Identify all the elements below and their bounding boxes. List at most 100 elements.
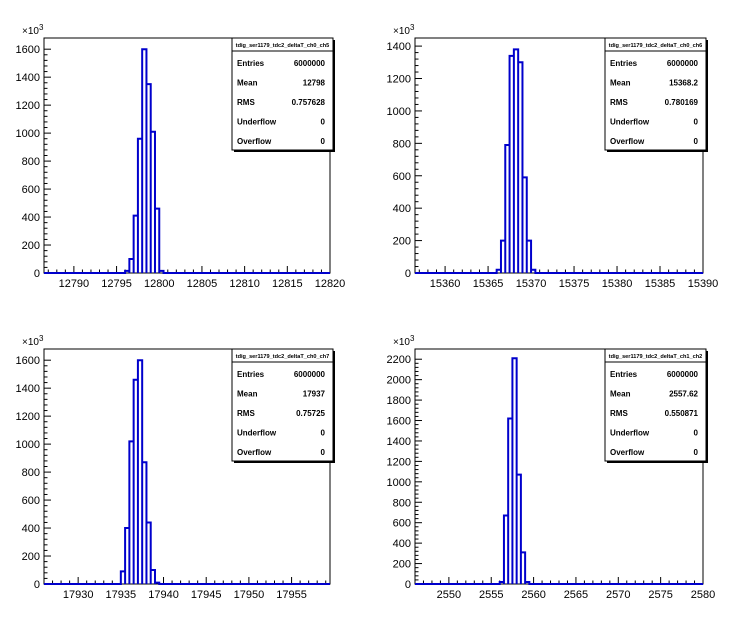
stats-label-overflow: Overflow	[237, 448, 272, 457]
stats-label-underflow: Underflow	[610, 429, 650, 438]
stats-label-entries: Entries	[237, 370, 265, 379]
stats-value-rms: 0.757628	[292, 98, 326, 107]
stats-value-underflow: 0	[694, 429, 699, 438]
y-tick-label: 0	[34, 268, 40, 280]
x-tick-label: 12790	[59, 278, 90, 290]
stats-box-frame	[231, 37, 334, 151]
histogram-bin	[518, 62, 522, 273]
y-tick-label: 200	[22, 240, 40, 252]
x-tick-label: 17930	[63, 589, 94, 601]
stats-value-rms: 0.780169	[665, 98, 699, 107]
stats-title: tdig_ser1179_tdc2_deltaT_ch0_ch5	[236, 43, 330, 49]
stats-label-underflow: Underflow	[610, 118, 650, 127]
histogram-bin	[500, 582, 504, 584]
x-tick-label: 2565	[564, 589, 588, 601]
stats-value-overflow: 0	[694, 137, 699, 146]
y-exponent-power: 3	[39, 334, 44, 343]
histogram-bin	[134, 216, 138, 273]
y-tick-label: 2200	[387, 354, 411, 366]
y-exponent-label: ×103	[393, 334, 415, 348]
y-tick-label: 1200	[16, 411, 40, 423]
y-tick-label: 1400	[16, 383, 40, 395]
x-tick-label: 17935	[106, 589, 137, 601]
stats-label-overflow: Overflow	[237, 137, 272, 146]
y-exponent-base: ×10	[393, 26, 410, 37]
stats-box: tdig_ser1179_tdc2_deltaT_ch0_ch5 Entries 6…	[231, 37, 335, 152]
y-tick-label: 400	[22, 523, 40, 535]
x-tick-label: 12805	[187, 278, 218, 290]
histogram-bin	[522, 177, 526, 273]
y-tick-label: 1400	[387, 436, 411, 448]
histogram-bin	[155, 583, 159, 584]
x-tick-label: 17950	[234, 589, 265, 601]
y-tick-label: 800	[22, 156, 40, 168]
histogram-bin	[121, 571, 125, 584]
y-tick-label: 1000	[387, 477, 411, 489]
stats-label-overflow: Overflow	[610, 137, 645, 146]
x-tick-label: 2575	[648, 589, 672, 601]
y-tick-label: 1600	[16, 44, 40, 56]
stats-label-mean: Mean	[610, 390, 631, 399]
stats-label-rms: RMS	[610, 98, 628, 107]
histogram-bin	[142, 462, 146, 584]
y-exponent-label: ×103	[22, 23, 44, 37]
stats-label-underflow: Underflow	[237, 429, 277, 438]
histogram-bin	[527, 241, 531, 273]
stats-label-mean: Mean	[237, 79, 258, 88]
histogram-bin	[521, 552, 525, 584]
stats-box: tdig_ser1179_tdc2_deltaT_ch0_ch7 Entries 6…	[231, 348, 335, 463]
histogram-panel-2: 0 200 400 600 800 1000 1200 1400 15360 15365 15370…	[387, 23, 719, 290]
y-tick-label: 600	[22, 495, 40, 507]
histogram-bin	[155, 209, 159, 273]
x-tick-label: 12815	[272, 278, 303, 290]
histogram-bin	[151, 570, 155, 584]
x-tick-label: 15390	[688, 278, 719, 290]
x-tick-label: 17940	[148, 589, 179, 601]
y-tick-label: 1000	[387, 106, 411, 118]
y-tick-label: 1200	[387, 456, 411, 468]
y-tick-label: 800	[22, 467, 40, 479]
stats-value-rms: 0.550871	[665, 409, 699, 418]
stats-value-underflow: 0	[694, 118, 699, 127]
stats-value-underflow: 0	[321, 118, 326, 127]
x-tick-label: 15380	[602, 278, 633, 290]
stats-value-mean: 17937	[303, 390, 326, 399]
x-tick-label: 15370	[516, 278, 547, 290]
y-exponent-power: 3	[410, 334, 415, 343]
y-exponent-label: ×103	[393, 23, 415, 37]
histogram-bin	[517, 475, 521, 584]
stats-label-rms: RMS	[237, 409, 255, 418]
y-exponent-power: 3	[410, 23, 415, 32]
stats-value-entries: 6000000	[294, 370, 326, 379]
y-exponent-label: ×103	[22, 334, 44, 348]
histogram-bin	[505, 145, 509, 273]
stats-label-underflow: Underflow	[237, 118, 277, 127]
y-tick-label: 200	[393, 236, 411, 248]
stats-label-rms: RMS	[237, 98, 255, 107]
stats-box-frame	[231, 348, 334, 462]
stats-value-mean: 12798	[303, 79, 326, 88]
stats-value-rms: 0.75725	[296, 409, 325, 418]
x-tick-label: 15360	[430, 278, 461, 290]
y-tick-label: 0	[405, 579, 411, 591]
y-tick-label: 600	[393, 518, 411, 530]
stats-title: tdig_ser1179_tdc2_deltaT_ch0_ch7	[236, 354, 330, 360]
histogram-bin	[146, 84, 150, 273]
stats-title: tdig_ser1179_tdc2_deltaT_ch0_ch6	[609, 43, 703, 49]
x-tick-label: 17955	[276, 589, 307, 601]
stats-box-frame	[604, 37, 707, 151]
y-exponent-base: ×10	[22, 337, 39, 348]
stats-value-overflow: 0	[321, 448, 326, 457]
stats-value-entries: 6000000	[667, 59, 699, 68]
x-tick-label: 12800	[144, 278, 175, 290]
x-tick-label: 2570	[606, 589, 630, 601]
histogram-bin	[129, 441, 133, 584]
stats-box: tdig_ser1179_tdc2_deltaT_ch1_ch2 Entries 6…	[604, 348, 708, 463]
stats-label-overflow: Overflow	[610, 448, 645, 457]
x-tick-label: 17945	[191, 589, 222, 601]
histogram-bin	[129, 259, 133, 273]
y-tick-label: 2000	[387, 375, 411, 387]
y-exponent-base: ×10	[393, 337, 410, 348]
x-tick-label: 2580	[691, 589, 715, 601]
